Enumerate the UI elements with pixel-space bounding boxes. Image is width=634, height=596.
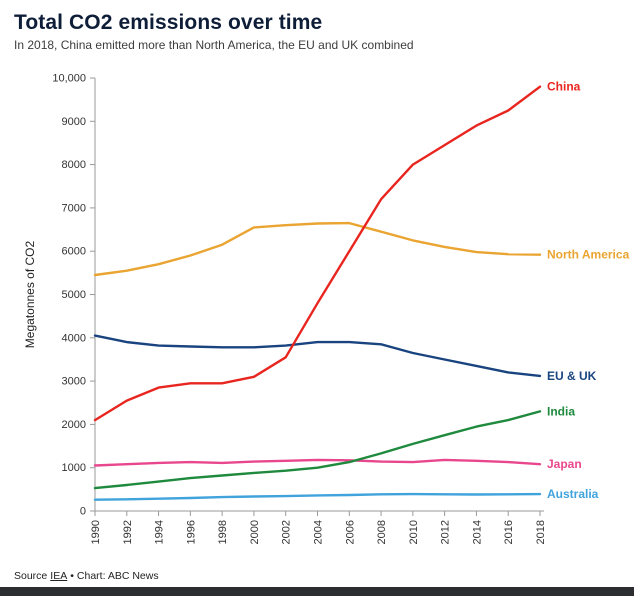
y-tick-label: 4000 (62, 332, 86, 344)
x-tick-label: 1994 (154, 520, 166, 544)
x-tick-label: 2006 (344, 520, 356, 544)
y-tick-label: 3000 (62, 376, 86, 388)
chart-footer: Source IEA • Chart: ABC News (0, 570, 634, 587)
y-tick-label: 6000 (62, 246, 86, 258)
x-tick-label: 2014 (471, 520, 483, 544)
x-tick-label: 2010 (408, 520, 420, 544)
y-tick-label: 8000 (62, 159, 86, 171)
y-tick-label: 2000 (62, 419, 86, 431)
series-line-india (93, 410, 542, 490)
y-tick-label: 1000 (62, 462, 86, 474)
series-label-japan: Japan (547, 457, 582, 471)
chart-credit: Chart: ABC News (76, 570, 159, 582)
y-tick-label: 0 (80, 506, 86, 518)
x-tick-label: 2012 (440, 520, 452, 544)
y-axis-title: Megatonnes of CO2 (23, 241, 37, 349)
x-tick-label: 2000 (249, 520, 261, 544)
source-link[interactable]: IEA (50, 570, 68, 582)
chart-subtitle: In 2018, China emitted more than North A… (14, 38, 414, 53)
x-tick-label: 1996 (185, 520, 197, 544)
series-line-japan (93, 458, 542, 467)
source-prefix: Source (14, 570, 48, 582)
bottom-bar (0, 587, 634, 596)
x-tick-label: 1992 (122, 520, 134, 544)
series-label-china: China (547, 80, 581, 94)
x-tick-label: 1990 (90, 520, 102, 544)
x-tick-label: 2004 (313, 520, 325, 544)
series-label-australia: Australia (547, 487, 599, 501)
y-tick-label: 9000 (62, 116, 86, 128)
series-label-eu-uk: EU & UK (547, 369, 597, 383)
y-tick-label: 5000 (62, 289, 86, 301)
series-line-eu-uk (93, 334, 542, 378)
y-tick-label: 7000 (62, 203, 86, 215)
x-tick-label: 2008 (376, 520, 388, 544)
x-tick-label: 2002 (281, 520, 293, 544)
series-line-australia (93, 493, 542, 502)
line-chart: 0 1000 2000 3000 4000 5000 6000 7000 8000 9000 10,… (0, 52, 634, 552)
chart-canvas: 0 1000 2000 3000 4000 5000 6000 7000 8000 9000 10,… (23, 73, 630, 545)
series-line-north-america (93, 222, 542, 277)
y-tick-label: 10,000 (52, 73, 86, 85)
footer-separator: • (70, 570, 74, 582)
series-label-india: India (547, 405, 575, 419)
x-tick-label: 1998 (217, 520, 229, 544)
x-tick-label: 2016 (503, 520, 515, 544)
series-label-north-america: North America (547, 248, 630, 262)
chart-header: Total CO2 emissions over time In 2018, C… (0, 0, 634, 52)
x-tick-label: 2018 (535, 520, 547, 544)
series-line-china (93, 85, 542, 422)
page-title: Total CO2 emissions over time (14, 11, 323, 34)
